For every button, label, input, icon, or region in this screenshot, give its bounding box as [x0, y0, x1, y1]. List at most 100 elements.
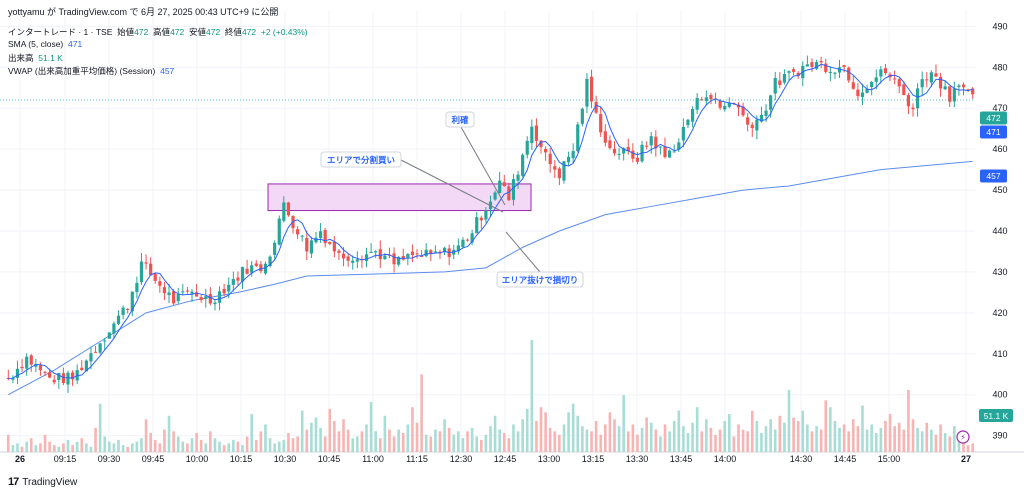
candle-body [167, 292, 171, 296]
candle-body [736, 104, 741, 108]
candle-body [341, 253, 346, 259]
candle-body [938, 76, 943, 89]
candle-body [300, 235, 304, 237]
candle-body [126, 308, 130, 310]
volume-bar [874, 433, 878, 452]
volume-bar [273, 443, 276, 452]
volume-bar [815, 426, 818, 452]
volume-bar [888, 414, 892, 452]
candle-body [507, 186, 511, 201]
volume-bar [39, 443, 42, 452]
volume-bar [884, 420, 887, 452]
candle-body [429, 250, 433, 254]
candle-body [796, 72, 800, 76]
volume-bar [346, 429, 350, 452]
volume-bar [571, 403, 575, 452]
candle-body [475, 217, 479, 234]
candle-body [461, 239, 465, 248]
sma-legend[interactable]: SMA (5, close) 471 [8, 39, 83, 49]
candle-body [787, 71, 791, 73]
volume-bar [521, 419, 524, 452]
candle-body [268, 256, 272, 267]
volume-bar [530, 340, 534, 452]
candle-body [250, 265, 254, 273]
candle-body [727, 102, 731, 107]
volume-bar [466, 431, 469, 452]
candle-body [746, 117, 750, 125]
volume-bar [328, 408, 332, 452]
volume-bar [434, 429, 437, 452]
volume-bar [539, 407, 543, 452]
volume-bar [498, 429, 501, 452]
volume-bar [108, 441, 111, 452]
candle-body [645, 145, 649, 147]
volume-bar [181, 441, 185, 452]
volume-bar [966, 445, 970, 452]
volume-bar [57, 446, 61, 452]
volume-bar [916, 427, 919, 452]
candle-body [557, 168, 561, 179]
volume-bar [842, 424, 846, 452]
candle-body [181, 291, 185, 293]
volume-bar [167, 415, 171, 452]
candle-body [906, 95, 911, 107]
candle-body [57, 372, 61, 381]
volume-bar [764, 426, 768, 452]
candle-body [6, 378, 10, 380]
candle-body [943, 86, 947, 90]
volume-bar [833, 420, 837, 452]
candle-body [406, 254, 410, 258]
candle-body [521, 154, 525, 176]
last-price-value: 472 [986, 113, 1000, 123]
tradingview-logo[interactable]: 17 TradingView [8, 476, 78, 488]
volume-bar [277, 441, 281, 452]
volume-bar [34, 445, 38, 452]
volume-bar [241, 445, 244, 452]
candle-body [525, 140, 529, 155]
volume-bar [626, 431, 630, 452]
volume-bar [943, 433, 947, 452]
volume-bar [645, 417, 648, 452]
y-tick-label: 400 [992, 390, 1007, 400]
candle-body [208, 294, 212, 304]
volume-bar [631, 424, 635, 452]
lightning-icon [956, 430, 970, 444]
candle-body [355, 259, 359, 262]
candle-body [961, 84, 966, 88]
candle-body [11, 377, 15, 380]
volume-bar [172, 431, 175, 452]
volume-bar [796, 420, 800, 452]
volume-bar [158, 443, 162, 452]
volume-bar [296, 436, 299, 452]
vwap-legend[interactable]: VWAP (出来高加重平均価格) (Session) 457 [8, 66, 175, 76]
candle-body [52, 379, 56, 383]
last-price-tag [980, 111, 1007, 125]
volume-bar [369, 402, 373, 452]
candle-body [911, 107, 915, 110]
candle-body [874, 77, 878, 82]
candle-body [925, 79, 929, 81]
candle-body [130, 291, 134, 312]
take-profit-note-label: 利確 [450, 115, 469, 125]
candle-body [847, 67, 851, 81]
volume-legend[interactable]: 出来高 51.1 K [8, 53, 63, 63]
candle-body [709, 95, 713, 100]
volume-bar [356, 436, 359, 452]
y-tick-label: 460 [992, 144, 1007, 154]
candle-body [769, 95, 773, 110]
volume-bar [773, 429, 777, 452]
candle-body [934, 73, 938, 77]
candle-body [718, 101, 722, 108]
candle-body [686, 119, 690, 126]
candle-body [38, 365, 43, 371]
volume-bar [911, 419, 915, 452]
candle-body [502, 182, 506, 187]
x-tick-label: 15:00 [878, 454, 901, 464]
candle-body [778, 80, 782, 86]
volume-bar [209, 431, 212, 452]
volume-bar [112, 443, 116, 452]
volume-bar [457, 431, 460, 452]
volume-bar [48, 441, 51, 452]
volume-bar [769, 419, 772, 452]
